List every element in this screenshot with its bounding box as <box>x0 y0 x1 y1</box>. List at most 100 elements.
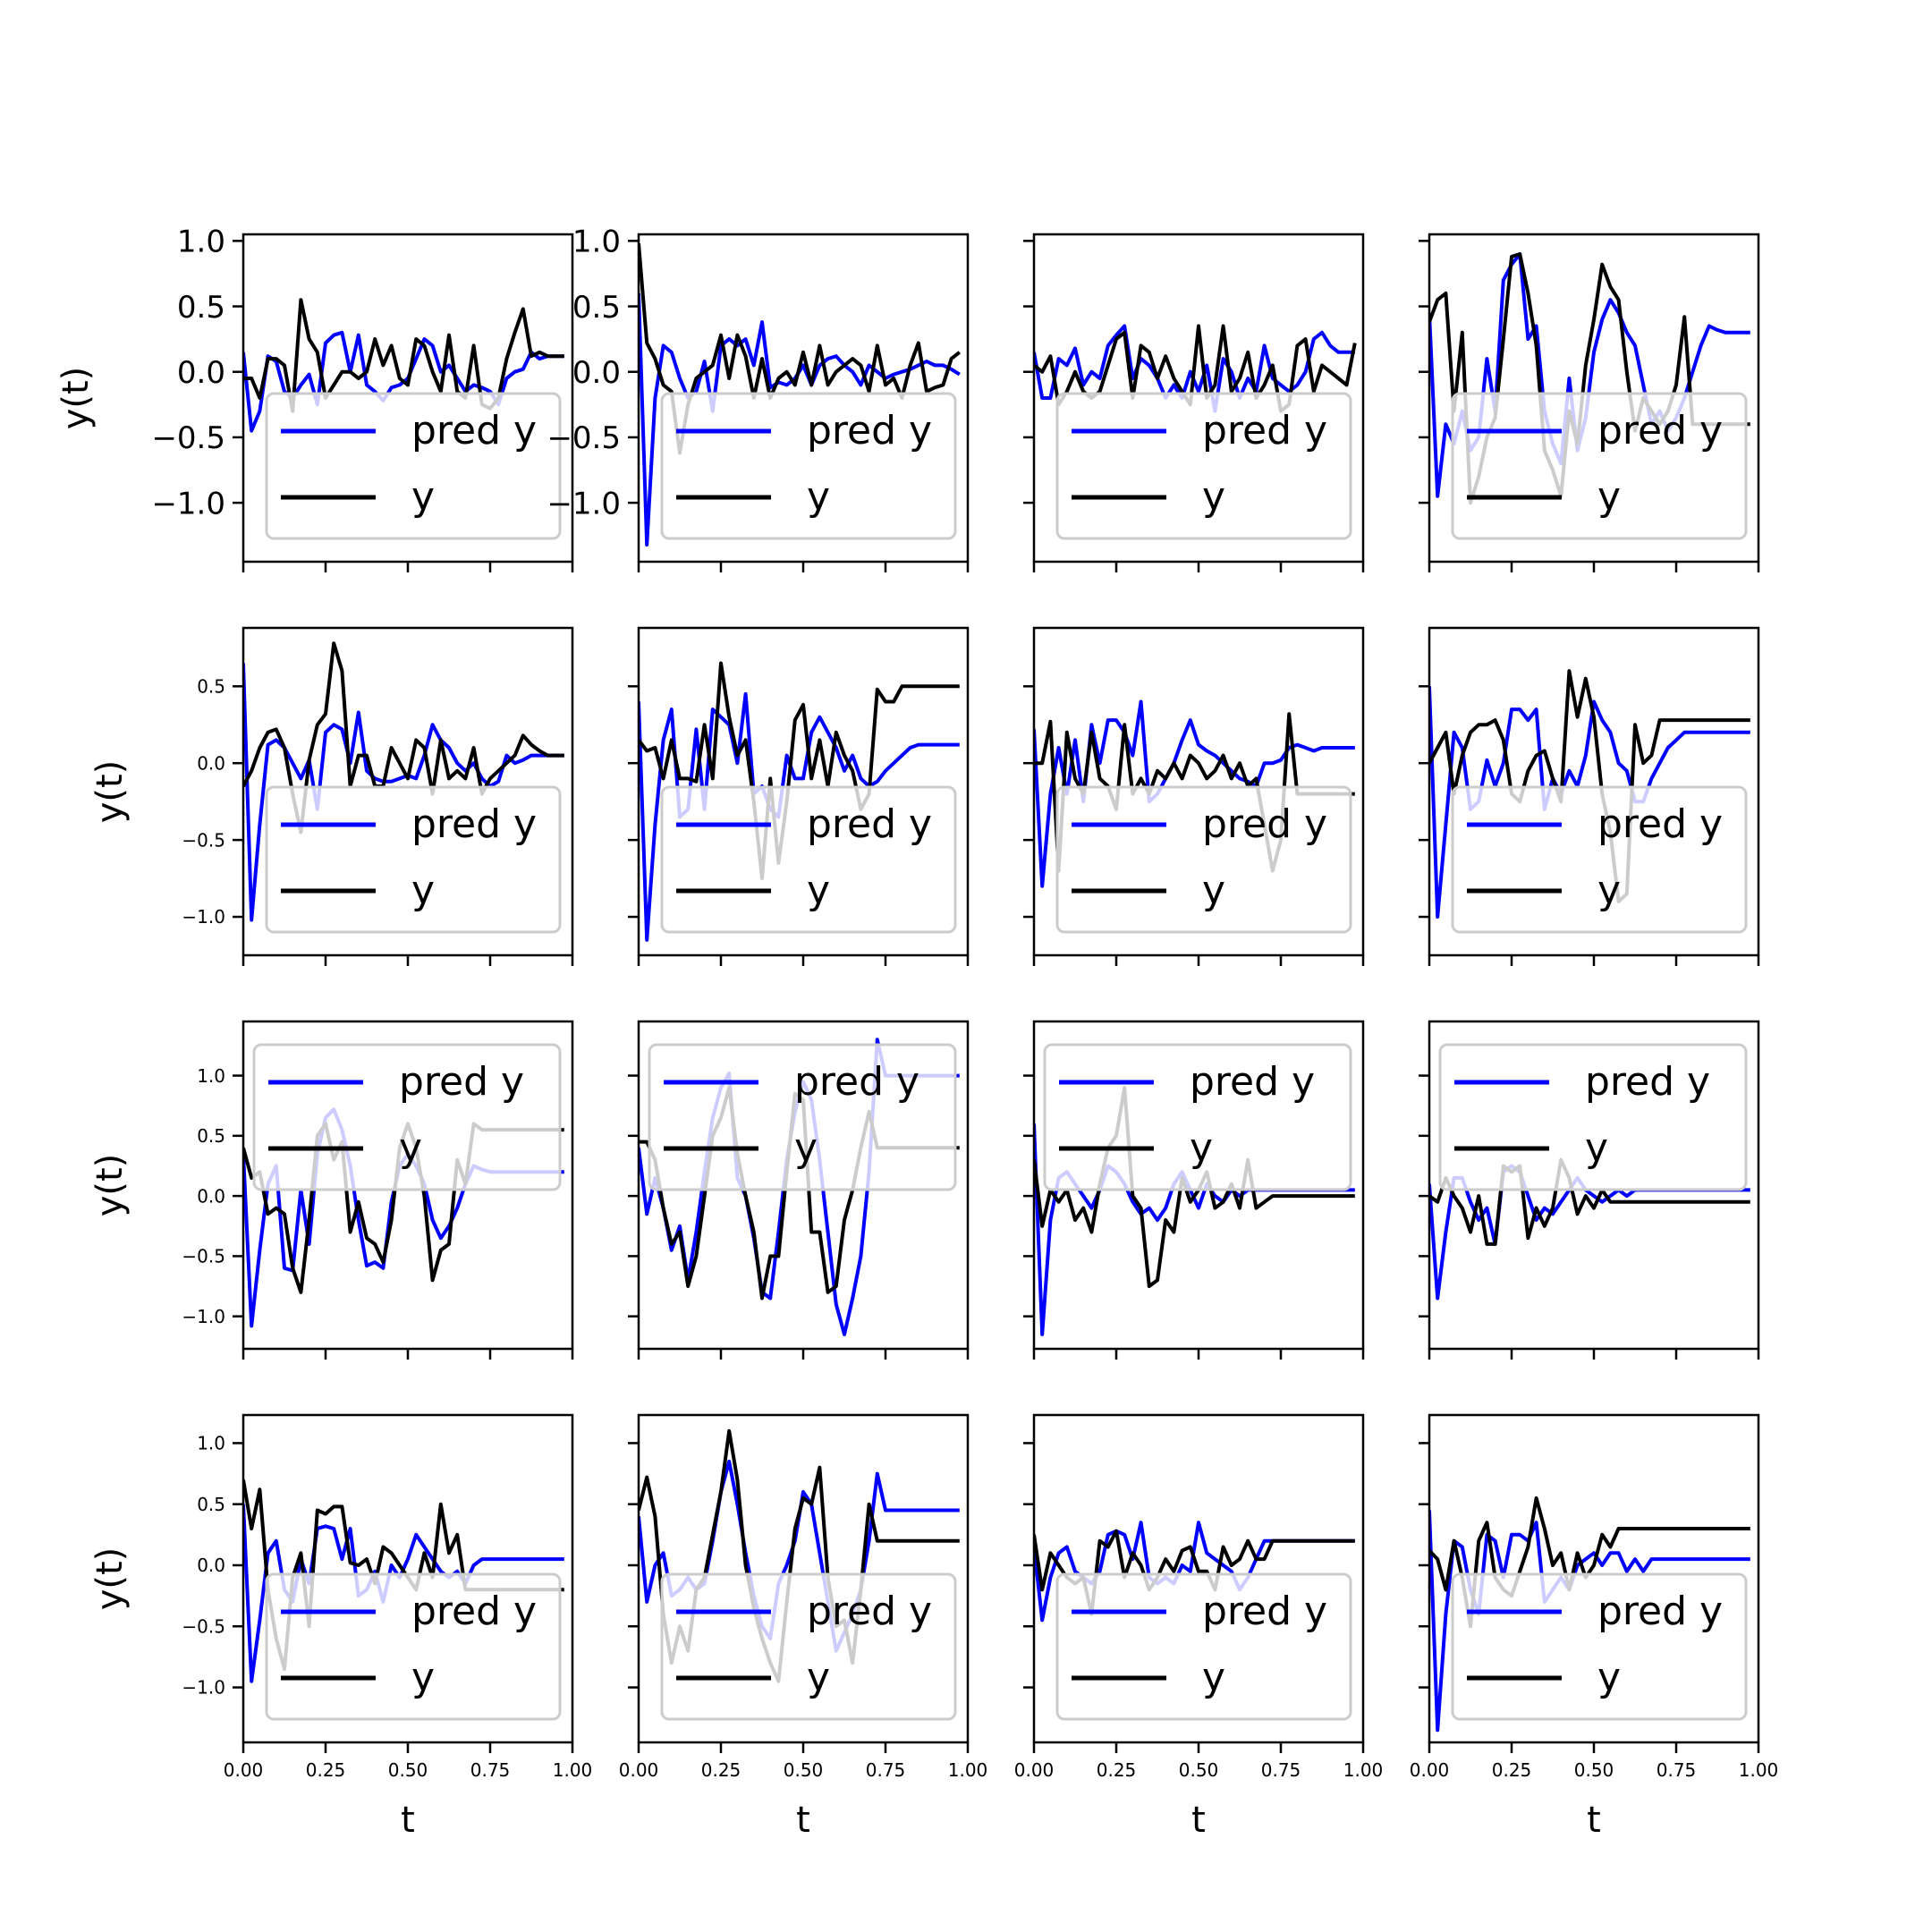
series-group <box>1429 669 1750 919</box>
y-tick-label: −0.5 <box>547 420 621 456</box>
y-line <box>639 661 960 881</box>
legend-label-pred-y: pred y <box>1202 801 1327 847</box>
y-axis-label: y(t) <box>89 1547 131 1611</box>
y-line <box>1034 1086 1355 1288</box>
x-tick-label: 0.00 <box>1014 1759 1055 1781</box>
legend-label-pred-y: pred y <box>411 801 537 847</box>
y-tick-label: 1.0 <box>197 1065 225 1087</box>
subplot-3-3: pred y y <box>1023 1020 1365 1360</box>
y-tick-label: 0.0 <box>177 355 225 391</box>
subplot-4-1: 0.00 0.25 0.50 0.75 1.00 −1.0 −0.5 0.0 0.5 1.0 y(t… <box>89 1413 593 1841</box>
y-tick-label: 0.5 <box>572 290 621 326</box>
subplot-1-4: pred y y <box>1419 233 1760 572</box>
legend-label-pred-y: pred y <box>1585 1059 1710 1105</box>
x-tick-label: 0.75 <box>866 1759 906 1781</box>
y-tick-label: 1.0 <box>177 225 225 260</box>
x-tick-label: 1.00 <box>553 1759 593 1781</box>
x-tick-label: 1.00 <box>1343 1759 1384 1781</box>
x-tick-label: 0.00 <box>1410 1759 1450 1781</box>
x-tick-label: 0.50 <box>1179 1759 1219 1781</box>
x-tick-label: 0.00 <box>224 1759 264 1781</box>
x-tick-label: 0.75 <box>470 1759 511 1781</box>
subplot-4-4: 0.00 0.25 0.50 0.75 1.00 t pred y y <box>1410 1413 1778 1841</box>
legend-label-pred-y: pred y <box>1202 408 1327 453</box>
y-tick-label: −0.5 <box>182 1246 225 1267</box>
x-tick-label: 0.25 <box>1492 1759 1532 1781</box>
x-tick-label: 0.50 <box>784 1759 824 1781</box>
y-tick-label: 1.0 <box>572 225 621 260</box>
legend: pred y y <box>265 785 562 934</box>
legend: pred y y <box>1055 392 1352 540</box>
legend-label-pred-y: pred y <box>807 408 932 453</box>
legend: pred y y <box>1055 785 1352 934</box>
subplot-2-2: pred y y <box>628 626 970 966</box>
x-tick-label: 1.00 <box>948 1759 988 1781</box>
subplot-3-1: −1.0 −0.5 0.0 0.5 1.0 y(t) pred y y <box>89 1020 574 1360</box>
legend-label-y: y <box>1597 868 1621 913</box>
y-tick-label: −1.0 <box>547 486 621 521</box>
x-tick-label: 0.50 <box>388 1759 428 1781</box>
legend: pred y y <box>1438 1043 1748 1191</box>
y-tick-label: 1.0 <box>197 1433 225 1454</box>
y-tick-label: 0.5 <box>197 1125 225 1147</box>
legend-label-y: y <box>794 1125 818 1171</box>
subplot-1-3: pred y y <box>1023 233 1365 572</box>
x-tick-label: 0.25 <box>306 1759 346 1781</box>
y-tick-label: 0.0 <box>197 752 225 774</box>
y-axis-label: y(t) <box>55 367 97 430</box>
pred-y-line <box>639 691 960 942</box>
y-axis-label: y(t) <box>89 760 131 824</box>
legend: pred y y <box>660 785 957 934</box>
x-tick-label: 0.50 <box>1574 1759 1614 1781</box>
legend-label-pred-y: pred y <box>1202 1589 1327 1634</box>
subplot-1-2: −1.0 −0.5 0.0 0.5 1.0 pred y y <box>547 225 970 572</box>
y-tick-label: 0.0 <box>572 355 621 391</box>
y-tick-label: 0.0 <box>197 1555 225 1576</box>
y-tick-label: −1.0 <box>182 1306 225 1327</box>
legend-label-pred-y: pred y <box>1597 801 1723 847</box>
y-tick-label: −1.0 <box>151 486 225 521</box>
legend: pred y y <box>1451 1572 1748 1721</box>
subplot-3-4: pred y y <box>1419 1020 1760 1360</box>
x-axis-label: t <box>401 1800 415 1841</box>
subplot-3-2: pred y y <box>628 1020 970 1360</box>
legend: pred y y <box>252 1043 562 1191</box>
legend-label-pred-y: pred y <box>1597 408 1723 453</box>
pred-y-line <box>1429 686 1750 919</box>
legend-label-y: y <box>1202 1655 1225 1700</box>
legend-label-pred-y: pred y <box>794 1059 919 1105</box>
y-line <box>243 298 564 413</box>
y-tick-label: 0.5 <box>197 675 225 697</box>
legend-label-y: y <box>807 474 830 520</box>
y-tick-label: −0.5 <box>151 420 225 456</box>
series-group <box>639 661 960 942</box>
legend-label-y: y <box>411 1655 435 1700</box>
legend-label-pred-y: pred y <box>1190 1059 1315 1105</box>
series-group <box>243 298 564 433</box>
legend-label-y: y <box>807 868 830 913</box>
legend-label-y: y <box>1585 1125 1608 1171</box>
x-axis-label: t <box>1587 1800 1601 1841</box>
subplot-1-1: −1.0 −0.5 0.0 0.5 1.0 y(t) pred y y <box>55 225 574 572</box>
legend-label-y: y <box>807 1655 830 1700</box>
legend: pred y y <box>1451 785 1748 934</box>
subplot-2-3: pred y y <box>1023 626 1365 966</box>
y-line <box>1429 1157 1750 1246</box>
legend: pred y y <box>648 1043 957 1191</box>
x-tick-label: 0.75 <box>1261 1759 1301 1781</box>
subplot-4-2: 0.00 0.25 0.50 0.75 1.00 t pred y y <box>619 1413 988 1841</box>
subplot-2-1: −1.0 −0.5 0.0 0.5 y(t) pred y y <box>89 626 574 966</box>
legend-label-y: y <box>1597 1655 1621 1700</box>
legend: pred y y <box>265 1572 562 1721</box>
y-tick-label: −0.5 <box>182 1615 225 1637</box>
y-line <box>1429 669 1750 903</box>
x-tick-label: 0.00 <box>619 1759 659 1781</box>
legend: pred y y <box>1055 1572 1352 1721</box>
y-axis-label: y(t) <box>89 1154 131 1217</box>
legend: pred y y <box>1043 1043 1352 1191</box>
x-tick-label: 0.25 <box>701 1759 741 1781</box>
subplot-2-4: pred y y <box>1419 626 1760 966</box>
legend: pred y y <box>1451 392 1748 540</box>
legend-label-pred-y: pred y <box>399 1059 524 1105</box>
